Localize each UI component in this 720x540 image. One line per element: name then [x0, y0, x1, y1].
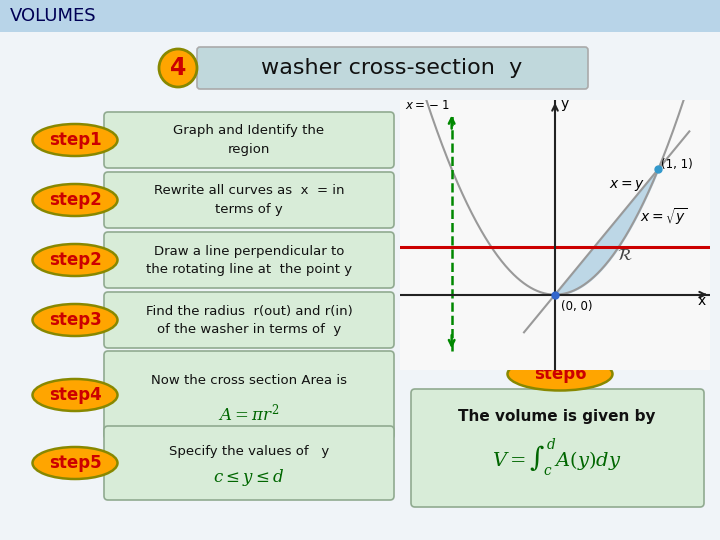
FancyBboxPatch shape: [104, 292, 394, 348]
Text: $x = \sqrt{y}$: $x = \sqrt{y}$: [640, 206, 688, 227]
FancyBboxPatch shape: [411, 389, 704, 507]
Bar: [0, 0, 720, 32]
Text: $x = y$: $x = y$: [608, 178, 644, 193]
Text: Specify the values of   y: Specify the values of y: [169, 444, 329, 457]
Text: (1, 1): (1, 1): [662, 158, 693, 171]
Text: Graph and Identify the
region: Graph and Identify the region: [174, 124, 325, 156]
FancyBboxPatch shape: [104, 112, 394, 168]
FancyBboxPatch shape: [104, 232, 394, 288]
FancyBboxPatch shape: [104, 426, 394, 500]
Circle shape: [159, 49, 197, 87]
Ellipse shape: [32, 304, 117, 336]
Text: $x = -1$: $x = -1$: [405, 99, 450, 112]
Text: x: x: [698, 294, 706, 308]
Text: $A = \pi r^{2}$: $A = \pi r^{2}$: [218, 402, 279, 424]
FancyBboxPatch shape: [104, 351, 394, 439]
Text: the rotating line at  the point y: the rotating line at the point y: [146, 262, 352, 275]
Text: VOLUMES: VOLUMES: [10, 7, 96, 25]
Text: step1: step1: [49, 131, 102, 149]
Text: 4: 4: [170, 56, 186, 80]
Text: step5: step5: [49, 454, 102, 472]
Text: Rewrite all curves as  x  = in
terms of y: Rewrite all curves as x = in terms of y: [154, 184, 344, 216]
Text: washer cross-section  y: washer cross-section y: [261, 58, 523, 78]
Text: step2: step2: [49, 191, 102, 209]
Text: $V = \int_{c}^{d} A(y)dy$: $V = \int_{c}^{d} A(y)dy$: [492, 437, 622, 479]
Text: y: y: [560, 97, 568, 111]
Text: Now the cross section Area is: Now the cross section Area is: [151, 375, 347, 388]
Text: step6: step6: [534, 365, 586, 383]
Text: step4: step4: [49, 386, 102, 404]
Text: The volume is given by: The volume is given by: [458, 408, 656, 423]
Text: step2: step2: [49, 251, 102, 269]
Text: $\mathcal{R}$: $\mathcal{R}$: [617, 246, 633, 264]
Ellipse shape: [508, 357, 613, 390]
Ellipse shape: [32, 379, 117, 411]
Text: (0, 0): (0, 0): [561, 300, 593, 313]
Text: Find the radius  r(out) and r(in): Find the radius r(out) and r(in): [145, 306, 352, 319]
Ellipse shape: [32, 244, 117, 276]
Ellipse shape: [32, 184, 117, 216]
Text: $c \leq y \leq d$: $c \leq y \leq d$: [213, 467, 284, 488]
Text: Draw a line perpendicular to: Draw a line perpendicular to: [154, 246, 344, 259]
Text: of the washer in terms of  y: of the washer in terms of y: [157, 322, 341, 335]
FancyBboxPatch shape: [104, 172, 394, 228]
Ellipse shape: [32, 124, 117, 156]
Ellipse shape: [32, 447, 117, 479]
Text: step3: step3: [49, 311, 102, 329]
FancyBboxPatch shape: [197, 47, 588, 89]
